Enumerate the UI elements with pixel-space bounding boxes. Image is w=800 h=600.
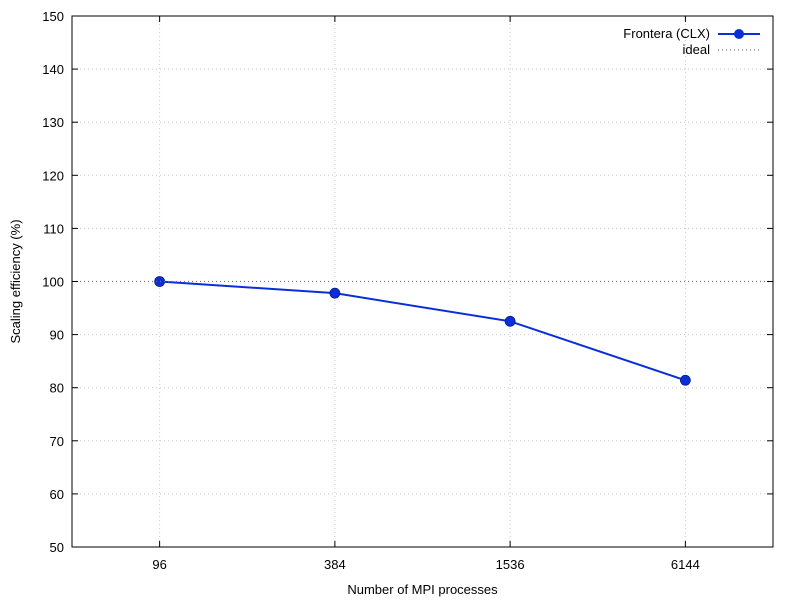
x-tick-label: 1536: [496, 557, 525, 572]
legend-label: Frontera (CLX): [623, 26, 710, 41]
axis-ticks: 50 60 70 80 90 100 110 120 130 140 150 96 384 1536 614…: [42, 9, 773, 572]
series-frontera-point: [679, 374, 691, 386]
legend: Frontera (CLX)ideal: [623, 26, 760, 57]
legend-frontera-marker: [734, 29, 744, 39]
y-tick-label: 80: [50, 381, 64, 396]
legend-label: ideal: [683, 42, 711, 57]
x-tick-label: 96: [152, 557, 166, 572]
y-tick-label: 150: [42, 9, 64, 24]
x-tick-label: 6144: [671, 557, 700, 572]
y-tick-label: 70: [50, 434, 64, 449]
y-tick-label: 140: [42, 62, 64, 77]
y-tick-label: 90: [50, 328, 64, 343]
y-tick-label: 110: [43, 221, 64, 236]
x-axis-title: Number of MPI processes: [347, 582, 498, 597]
x-tick-label: 384: [324, 557, 346, 572]
series-layer: [72, 276, 773, 386]
grid: [72, 16, 773, 547]
plot-frame: [71, 15, 774, 548]
series-frontera-point: [504, 315, 516, 327]
y-tick-label: 60: [50, 487, 64, 502]
y-axis-title: Scaling efficiency (%): [8, 219, 23, 343]
y-tick-label: 100: [42, 275, 64, 290]
series-frontera-line: [159, 280, 686, 382]
y-tick-label: 130: [42, 115, 64, 130]
series-frontera-point: [329, 287, 341, 299]
y-tick-label: 120: [42, 168, 64, 183]
y-tick-label: 50: [50, 540, 64, 555]
